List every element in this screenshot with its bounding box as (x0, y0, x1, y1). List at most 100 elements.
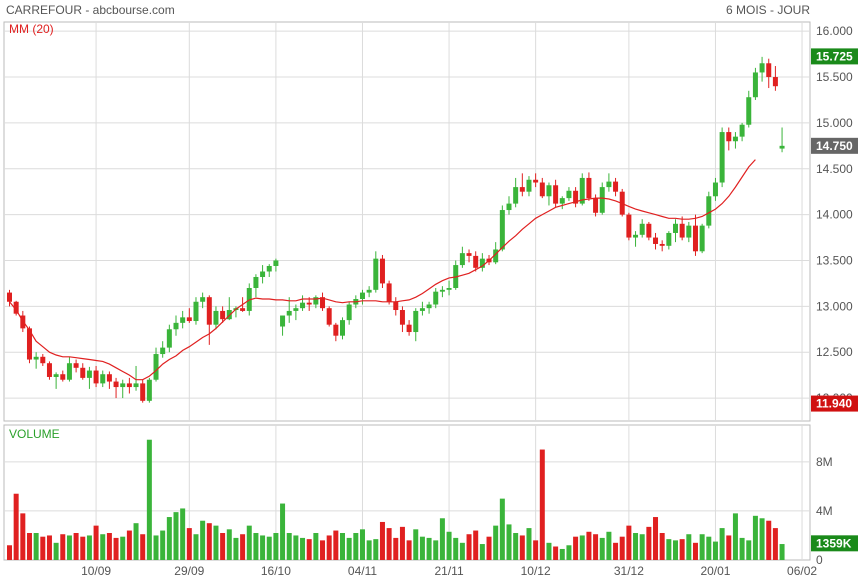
volume-bar (666, 539, 672, 560)
volume-bar (226, 529, 232, 560)
volume-bar (293, 535, 299, 560)
candle-body (293, 308, 299, 311)
volume-bar (340, 533, 345, 560)
candle-body (459, 253, 465, 266)
volume-bar (719, 528, 725, 560)
candle-body (479, 258, 485, 268)
candle-body (266, 265, 272, 272)
candle-body (399, 310, 405, 325)
candle-body (106, 374, 112, 382)
candle-body (519, 187, 525, 192)
volume-bar (379, 521, 385, 560)
candle-body (599, 187, 605, 213)
candle-body (200, 297, 206, 302)
candle-body (100, 374, 106, 384)
volume-bar (133, 523, 139, 560)
candle-body (153, 354, 159, 380)
price-tick-label: 15.500 (816, 70, 853, 84)
candle-body (160, 347, 166, 355)
volume-bar (712, 541, 718, 560)
candle-body (313, 297, 319, 305)
candle-body (653, 237, 659, 244)
volume-bar (253, 533, 259, 560)
volume-bar (273, 533, 279, 560)
volume-tick-label: 4M (816, 504, 833, 518)
indicator-label-volume: VOLUME (9, 427, 60, 441)
candle-body (140, 383, 146, 401)
candle-body (759, 63, 765, 73)
low-price-badge: 11.940 (811, 395, 858, 412)
candle-body (473, 255, 479, 268)
candle-body (40, 356, 46, 364)
price-axis: 12.00012.50013.00013.50014.00014.50015.0… (816, 24, 853, 405)
volume-bar (399, 526, 405, 560)
volume-bar (386, 528, 392, 560)
candle-body (386, 283, 392, 302)
volume-bar (519, 535, 525, 560)
candles (7, 56, 785, 403)
candle-body (220, 310, 226, 320)
volume-bar (106, 533, 112, 560)
volume-bar (699, 534, 705, 560)
candle-body (80, 367, 86, 378)
volume-bar (686, 534, 692, 560)
volume-bar (752, 515, 758, 560)
date-tick-label: 06/02 (787, 564, 817, 578)
volume-bar (506, 524, 512, 560)
candle-body (779, 145, 785, 149)
volume-bar (539, 449, 545, 560)
candle-body (766, 63, 772, 78)
last-price-badge-text: 14.750 (816, 139, 853, 153)
candle-body (133, 383, 139, 388)
volume-bar (346, 537, 352, 560)
volume-bar (53, 542, 59, 560)
candle-body (553, 185, 559, 204)
candle-body (359, 292, 365, 300)
volume-bar (626, 525, 632, 560)
volume-bar (513, 533, 519, 560)
volume-bar (732, 513, 738, 560)
volume-bar (419, 536, 425, 560)
indicator-label-ma: MM (20) (9, 22, 54, 36)
candle-body (173, 322, 179, 330)
price-tick-label: 15.000 (816, 116, 853, 130)
candle-body (639, 223, 645, 235)
volume-bar (73, 533, 79, 560)
volume-bar (679, 539, 685, 560)
chart-title: CARREFOUR - abcbourse.com (6, 3, 175, 17)
volume-bar (280, 503, 286, 560)
candle-body (126, 383, 132, 388)
candle-body (686, 225, 692, 238)
candle-body (546, 185, 552, 197)
candle-body (413, 310, 419, 333)
volume-bar (66, 535, 72, 560)
volume-bar (546, 542, 552, 560)
volume-bar (160, 530, 166, 560)
candle-body (53, 374, 59, 377)
candle-body (513, 187, 519, 204)
volume-bar (180, 508, 186, 560)
candle-body (306, 302, 312, 305)
date-tick-label: 21/11 (434, 564, 463, 578)
price-tick-label: 13.500 (816, 253, 853, 267)
volume-bar (260, 535, 266, 560)
volume-bars (7, 439, 785, 560)
candle-body (533, 179, 539, 183)
candle-body (526, 179, 532, 192)
volume-bar (233, 537, 239, 560)
date-tick-label: 10/12 (521, 564, 551, 578)
price-tick-label: 14.000 (816, 208, 853, 222)
volume-bar (26, 533, 32, 560)
candle-body (673, 223, 678, 233)
candle-body (66, 363, 72, 380)
volume-bar (439, 518, 445, 560)
volume-bar (20, 513, 26, 560)
candle-body (746, 97, 752, 125)
price-tick-label: 12.500 (816, 345, 853, 359)
volume-bar (166, 517, 172, 560)
period-label: 6 MOIS - JOUR (725, 3, 810, 17)
date-tick-label: 16/10 (261, 564, 291, 578)
low-price-badge-text: 11.940 (816, 397, 852, 411)
candle-body (73, 363, 79, 368)
price-badges: 15.725 14.750 11.940 1359K (811, 48, 858, 552)
